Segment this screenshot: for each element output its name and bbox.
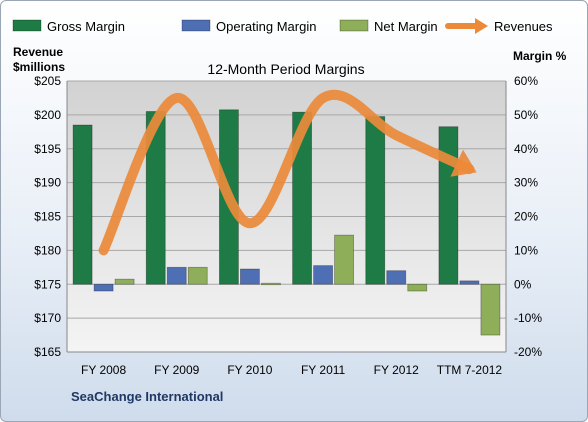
left-axis-title-line2: $millions — [13, 60, 65, 74]
right-tick-label: 20% — [514, 210, 538, 224]
bar-net-margin — [261, 282, 281, 286]
legend-swatch-gross-margin — [12, 19, 42, 32]
right-tick-label: 0% — [514, 277, 532, 291]
bar-operating-margin — [240, 268, 260, 285]
right-tick-label: -20% — [514, 345, 542, 359]
left-tick-label: $185 — [34, 210, 61, 224]
category-label: FY 2009 — [154, 363, 199, 377]
bar-operating-margin — [313, 265, 333, 285]
right-tick-label: -10% — [514, 311, 542, 325]
bar-gross-margin — [72, 124, 93, 285]
category-label: FY 2008 — [81, 363, 126, 377]
bar-operating-margin — [166, 266, 187, 285]
right-tick-label: 40% — [514, 142, 538, 156]
category-label: FY 2012 — [374, 363, 419, 377]
bar-gross-margin — [438, 126, 459, 285]
bar-gross-margin — [292, 111, 312, 285]
bar-net-margin — [334, 234, 354, 285]
bar-net-margin — [480, 283, 501, 336]
category-label: FY 2011 — [301, 363, 346, 377]
bar-operating-margin — [386, 270, 407, 285]
legend-swatch-net-margin — [339, 19, 369, 32]
left-tick-label: $175 — [34, 277, 61, 291]
legend-label-net-margin: Net Margin — [374, 19, 438, 34]
left-tick-label: $180 — [34, 243, 61, 257]
right-axis-title: Margin % — [513, 49, 567, 63]
right-tick-label: 10% — [514, 243, 538, 257]
category-label: TTM 7-2012 — [437, 363, 503, 377]
category-label: FY 2010 — [227, 363, 272, 377]
bar-operating-margin — [459, 280, 480, 285]
company-name: SeaChange International — [71, 389, 223, 404]
left-tick-label: $190 — [34, 176, 61, 190]
revenues-arrowhead — [450, 149, 477, 177]
bar-net-margin — [114, 278, 135, 285]
bar-net-margin — [187, 266, 208, 285]
legend-label-operating-margin: Operating Margin — [216, 19, 316, 34]
left-tick-label: $195 — [34, 142, 61, 156]
left-tick-label: $170 — [34, 311, 61, 325]
right-tick-label: 50% — [514, 108, 538, 122]
bar-operating-margin — [93, 283, 114, 292]
right-tick-label: 60% — [514, 74, 538, 88]
left-axis-title-line1: Revenue — [13, 45, 63, 59]
right-tick-label: 30% — [514, 176, 538, 190]
legend-arrow-revenues — [475, 18, 488, 34]
legend-swatch-operating-margin — [181, 19, 211, 32]
legend-label-gross-margin: Gross Margin — [47, 19, 125, 34]
bar-net-margin — [407, 283, 428, 292]
left-tick-label: $200 — [34, 108, 61, 122]
legend-label-revenues: Revenues — [494, 19, 553, 34]
left-tick-label: $205 — [34, 74, 61, 88]
left-tick-label: $165 — [34, 345, 61, 359]
chart-title: 12-Month Period Margins — [207, 61, 364, 77]
bar-gross-margin — [145, 111, 166, 285]
bar-gross-margin — [365, 116, 386, 285]
